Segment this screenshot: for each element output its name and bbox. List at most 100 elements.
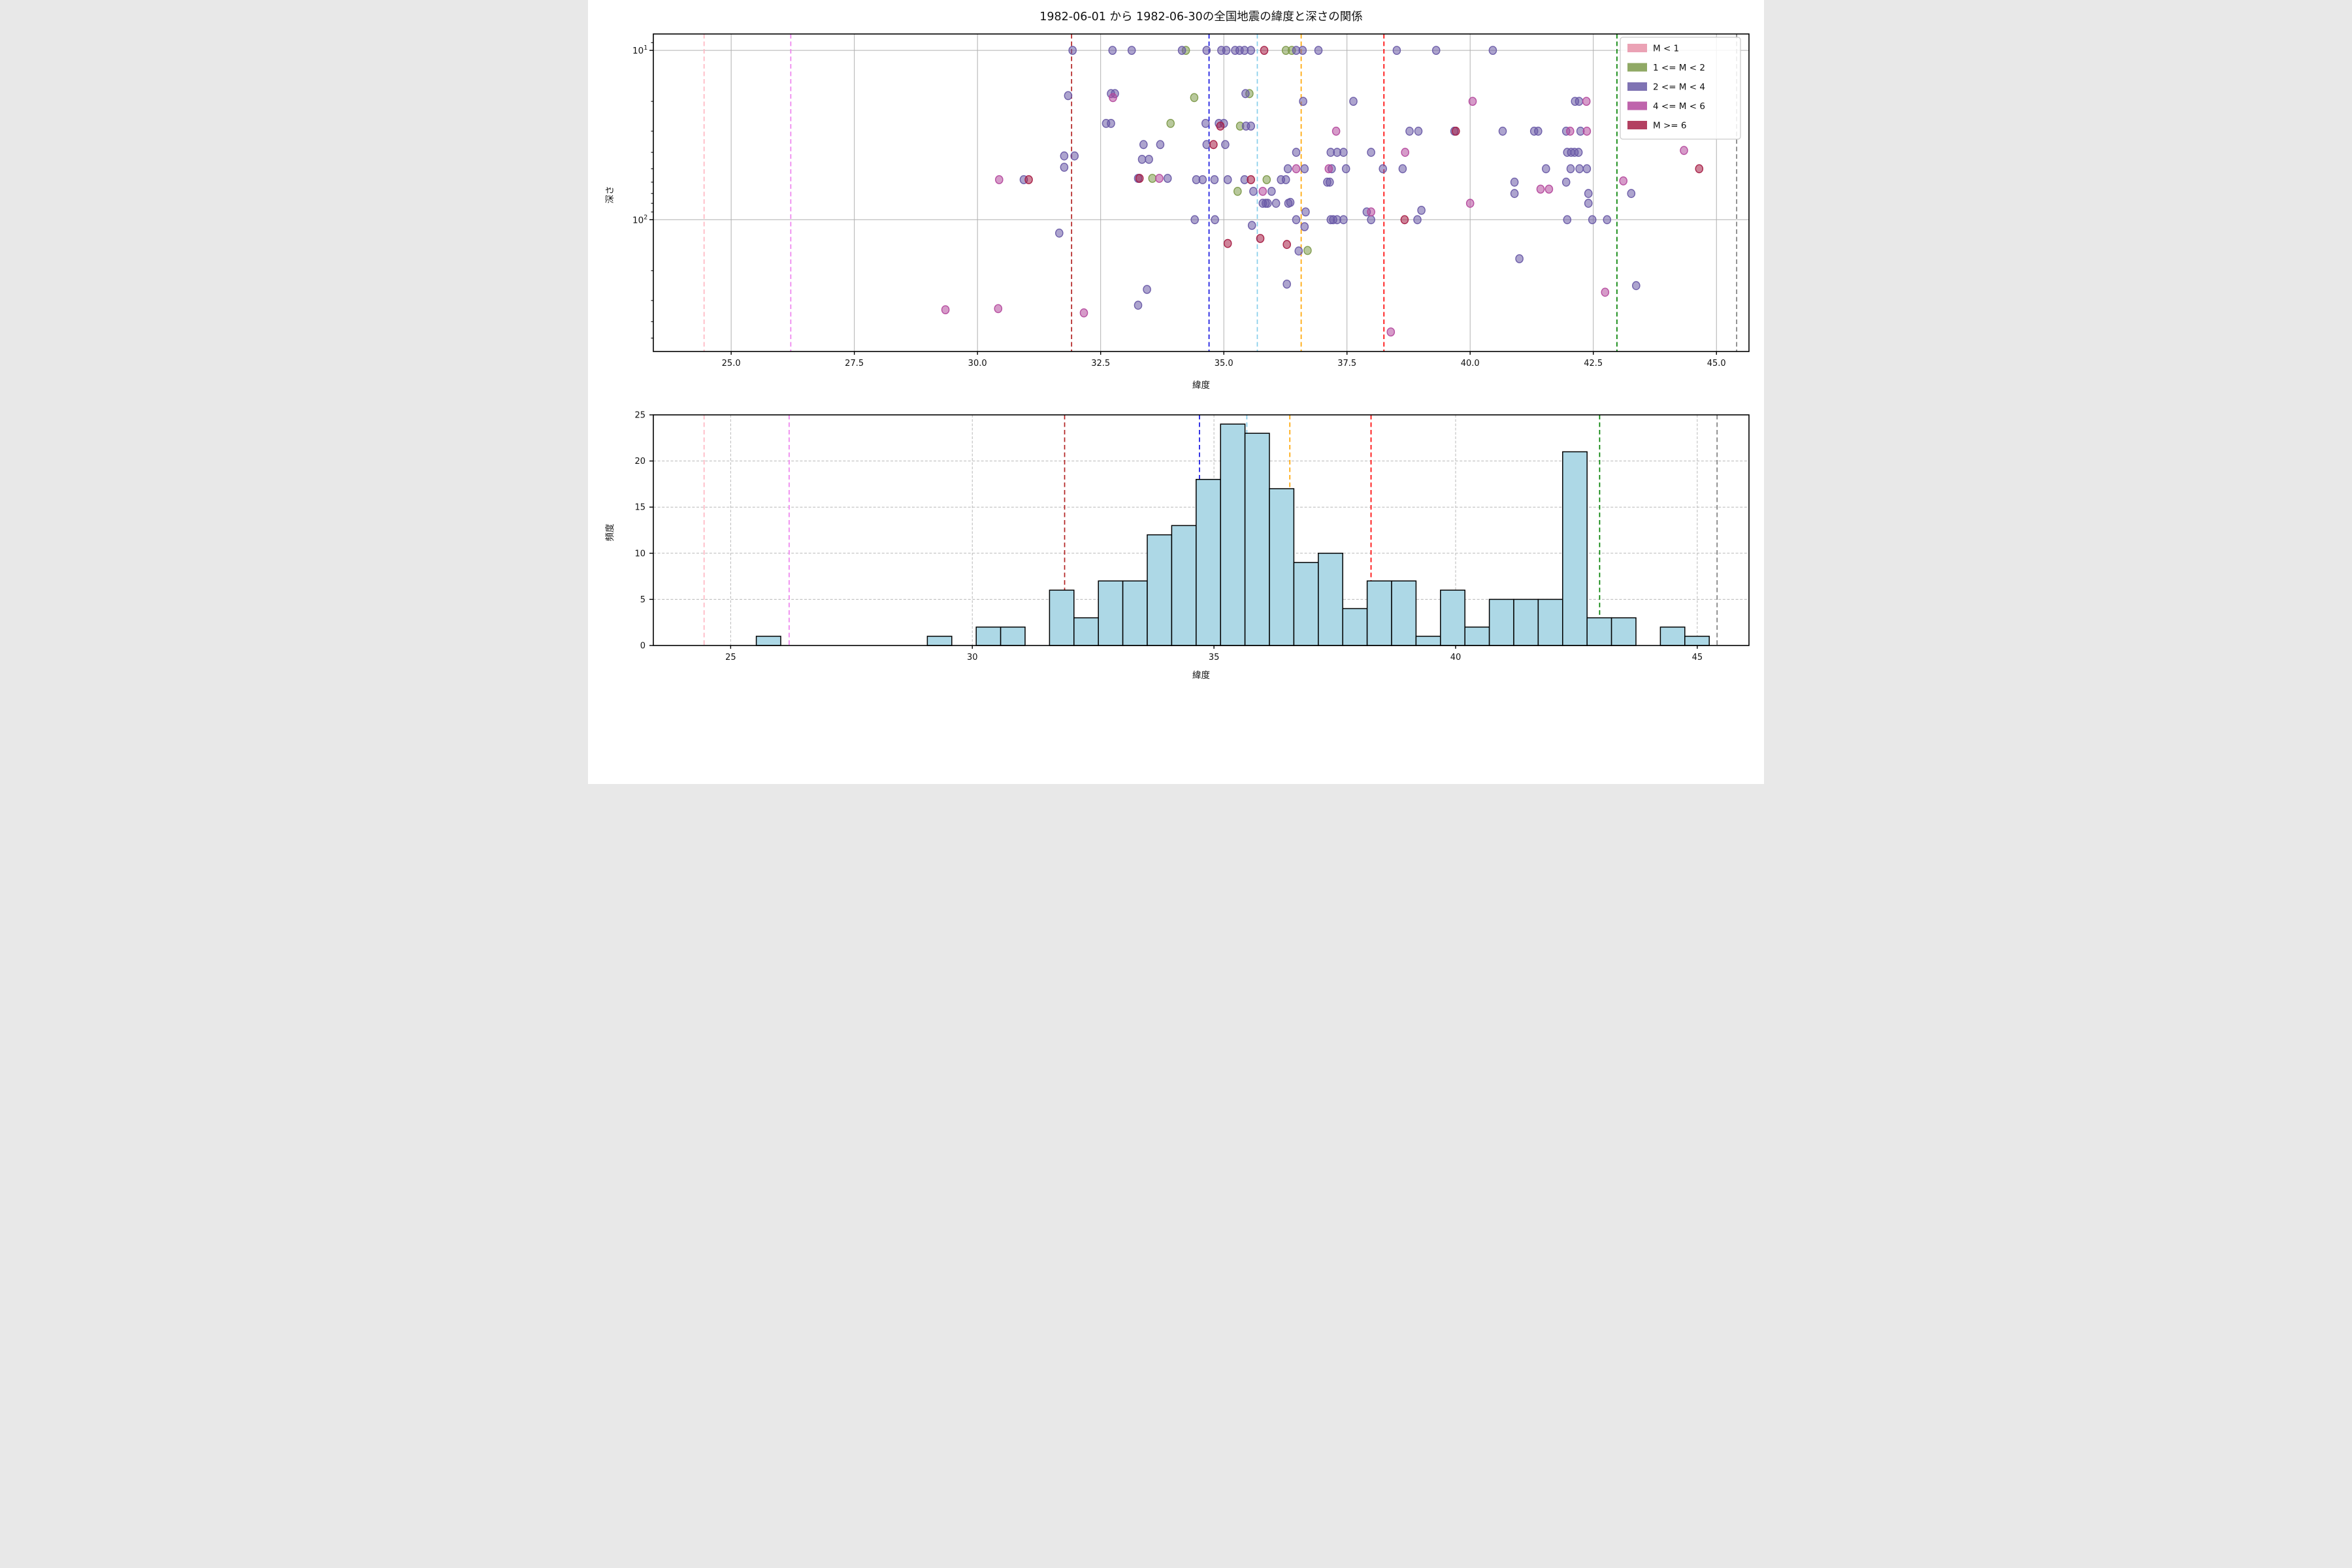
- legend-label: 1 <= M < 2: [1653, 63, 1705, 73]
- scatter-point: [1544, 184, 1554, 194]
- scatter-point: [1584, 199, 1593, 208]
- hist-ytick-label: 25: [634, 411, 645, 421]
- scatter-point: [1247, 122, 1256, 131]
- scatter-point: [1127, 46, 1136, 56]
- scatter-point: [1108, 46, 1117, 56]
- histogram-bar: [1440, 589, 1465, 646]
- scatter-point: [1386, 327, 1396, 336]
- scatter-point: [1201, 118, 1210, 128]
- scatter-point: [1582, 164, 1592, 174]
- scatter-point: [1247, 175, 1256, 184]
- legend-label: M < 1: [1653, 44, 1679, 54]
- scatter-point: [1563, 215, 1572, 225]
- histogram-bar: [1269, 488, 1295, 646]
- scatter-point: [1534, 126, 1543, 136]
- scatter-xtick-label: 42.5: [1584, 359, 1603, 368]
- scatter-point: [1566, 164, 1575, 174]
- scatter-point: [1256, 234, 1265, 243]
- scatter-yaxis-label: 深さ: [605, 186, 615, 204]
- scatter-point: [1542, 164, 1550, 174]
- hist-ytick-label: 20: [634, 457, 645, 466]
- hist-xtick-label: 30: [967, 653, 978, 662]
- scatter-point: [1341, 164, 1350, 174]
- legend-swatch: [1627, 121, 1647, 129]
- histogram-bar: [975, 627, 1002, 646]
- scatter-point: [1339, 148, 1348, 157]
- scatter-point: [1292, 148, 1301, 157]
- scatter-point: [1632, 281, 1641, 291]
- scatter-point: [1431, 46, 1441, 56]
- scatter-point: [1177, 46, 1186, 56]
- scatter-point: [1155, 174, 1164, 183]
- histogram-bar: [1293, 562, 1319, 646]
- histogram-bar: [1464, 627, 1490, 646]
- scatter-xtick-label: 30.0: [968, 359, 987, 368]
- scatter-point: [1324, 164, 1333, 174]
- scatter-point: [1398, 164, 1407, 174]
- scatter-point: [1301, 207, 1310, 217]
- scatter-point: [1510, 177, 1519, 187]
- hist-xtick-label: 35: [1209, 653, 1220, 662]
- scatter-point: [1211, 215, 1219, 225]
- histogram-bar: [1415, 636, 1441, 646]
- scatter-xtick-label: 27.5: [845, 359, 864, 368]
- scatter-point: [1349, 97, 1358, 106]
- scatter-xtick-label: 32.5: [1091, 359, 1110, 368]
- histogram-bar: [1073, 617, 1099, 646]
- scatter-point: [1294, 246, 1303, 256]
- hist-ytick-label: 5: [640, 595, 645, 605]
- hist-xtick-label: 25: [725, 653, 736, 662]
- histogram-bar: [1562, 451, 1588, 646]
- scatter-point: [1339, 215, 1348, 225]
- histogram-bar: [1586, 617, 1612, 646]
- histogram-bar: [1659, 627, 1686, 646]
- histogram-bar: [1244, 433, 1270, 646]
- histogram-bar: [1537, 598, 1563, 646]
- scatter-plot-area: [653, 34, 1749, 351]
- scatter-point: [1298, 46, 1307, 56]
- histogram-bar: [1098, 580, 1124, 646]
- legend-label: 2 <= M < 4: [1653, 82, 1705, 93]
- scatter-point: [1367, 215, 1375, 225]
- histogram-bar: [1488, 598, 1514, 646]
- hist-ytick-label: 0: [640, 642, 645, 651]
- scatter-point: [1135, 174, 1144, 183]
- scatter-point: [1210, 175, 1219, 184]
- scatter-point: [1561, 177, 1571, 187]
- scatter-point: [1286, 197, 1295, 207]
- scatter-point: [1281, 175, 1290, 184]
- histogram-bar: [1318, 553, 1343, 646]
- hist-xtick-label: 40: [1450, 653, 1462, 662]
- scatter-point: [1258, 186, 1267, 196]
- scatter-point: [1536, 184, 1545, 194]
- histogram-bar: [1366, 580, 1392, 646]
- histogram-yaxis-label: 頻度: [605, 523, 615, 542]
- histogram-bar: [1122, 580, 1148, 646]
- histogram-xaxis-label: 緯度: [1192, 670, 1210, 681]
- histogram-bar: [1610, 617, 1637, 646]
- scatter-point: [1139, 140, 1148, 150]
- scatter-point: [1510, 189, 1519, 199]
- histogram-bar: [1684, 636, 1710, 646]
- legend-swatch: [1627, 44, 1647, 52]
- scatter-point: [1574, 148, 1583, 157]
- scatter-point: [1107, 118, 1115, 128]
- scatter-point: [1584, 189, 1593, 199]
- scatter-point: [1271, 199, 1281, 208]
- histogram-bar: [1000, 627, 1026, 646]
- scatter-point: [1148, 174, 1157, 183]
- scatter-point: [1233, 186, 1242, 196]
- legend-swatch: [1627, 63, 1647, 72]
- scatter-point: [1222, 46, 1231, 56]
- scatter-point: [1314, 46, 1323, 56]
- scatter-point: [1601, 287, 1610, 297]
- scatter-point: [1379, 164, 1387, 174]
- scatter-point: [1300, 222, 1309, 231]
- scatter-point: [1680, 146, 1688, 155]
- scatter-point: [1247, 221, 1256, 230]
- scatter-point: [1060, 151, 1069, 161]
- scatter-point: [1413, 215, 1422, 225]
- scatter-point: [1264, 199, 1272, 208]
- scatter-point: [1260, 46, 1269, 56]
- scatter-point: [1060, 163, 1069, 172]
